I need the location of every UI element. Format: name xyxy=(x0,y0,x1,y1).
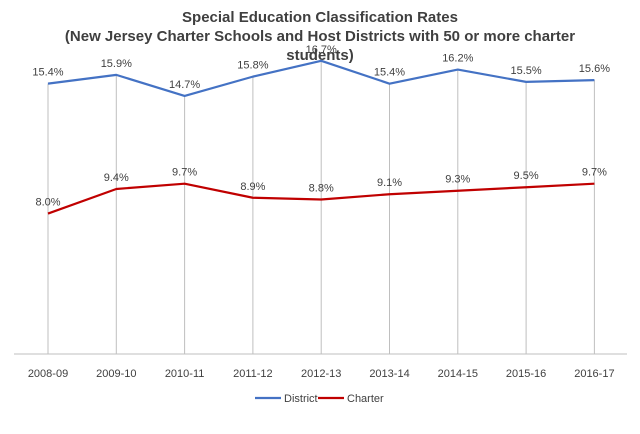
data-label: 16.7% xyxy=(306,44,337,56)
legend-label-charter: Charter xyxy=(347,393,384,405)
data-label: 15.9% xyxy=(101,58,132,70)
chart-title-line-1: Special Education Classification Rates xyxy=(182,9,458,26)
data-label: 15.5% xyxy=(510,65,541,77)
data-label: 9.5% xyxy=(514,170,539,182)
chart-title-line-3: students) xyxy=(286,47,354,64)
x-tick-label: 2010-11 xyxy=(165,368,205,380)
chart-title: Special Education Classification Rates (… xyxy=(0,8,640,65)
x-tick-label: 2015-16 xyxy=(506,368,546,380)
data-label: 15.8% xyxy=(237,60,268,72)
data-label: 8.8% xyxy=(309,183,334,195)
data-label: 14.7% xyxy=(169,79,200,91)
data-label: 8.0% xyxy=(35,197,60,209)
data-label: 9.3% xyxy=(445,174,470,186)
chart-title-line-2: (New Jersey Charter Schools and Host Dis… xyxy=(64,28,576,45)
data-label: 15.6% xyxy=(579,63,610,75)
x-tick-label: 2016-17 xyxy=(574,368,614,380)
data-label: 8.9% xyxy=(240,181,265,193)
data-label: 9.4% xyxy=(104,172,129,184)
data-label: 9.7% xyxy=(582,167,607,179)
x-tick-label: 2012-13 xyxy=(301,368,341,380)
x-tick-label: 2013-14 xyxy=(369,368,409,380)
legend-label-district: District xyxy=(284,393,318,405)
data-label: 9.1% xyxy=(377,177,402,189)
data-label: 16.2% xyxy=(442,53,473,65)
data-label: 15.4% xyxy=(374,67,405,79)
x-tick-label: 2009-10 xyxy=(96,368,136,380)
data-label: 9.7% xyxy=(172,167,197,179)
data-label: 15.4% xyxy=(32,67,63,79)
x-tick-label: 2008-09 xyxy=(28,368,68,380)
x-tick-label: 2014-15 xyxy=(438,368,478,380)
x-tick-label: 2011-12 xyxy=(233,368,273,380)
